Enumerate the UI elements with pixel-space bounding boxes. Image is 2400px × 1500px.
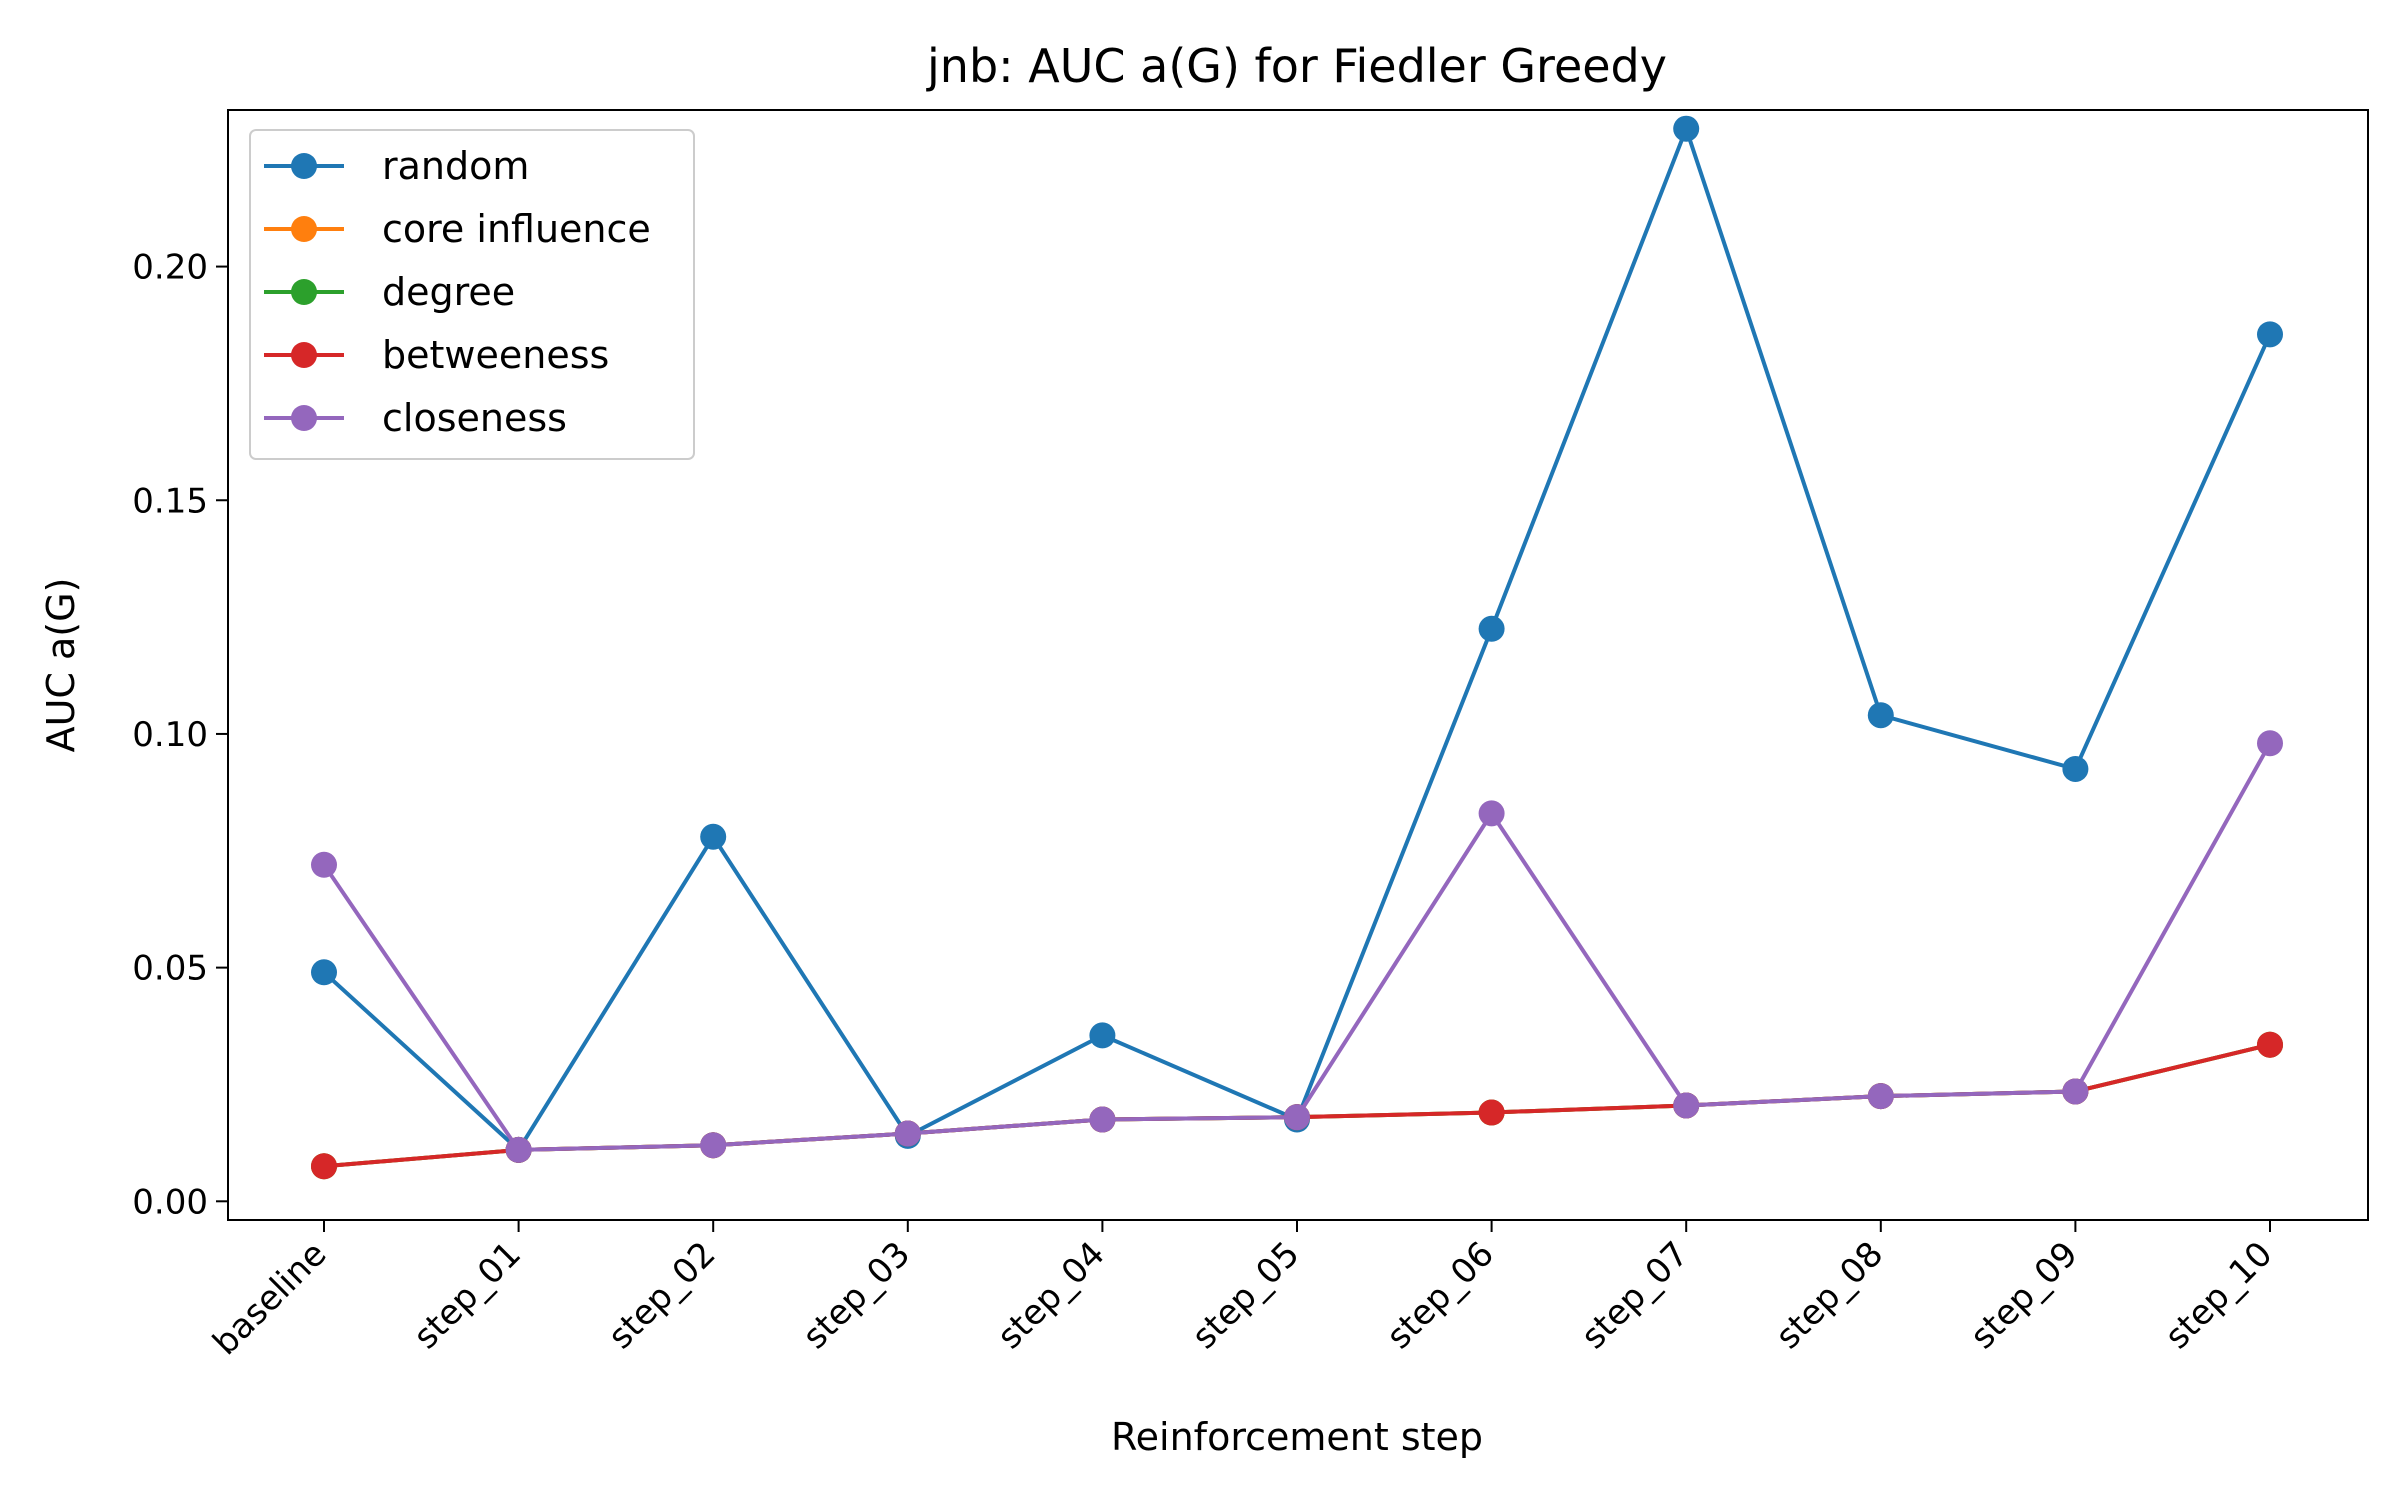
data-point-closeness <box>1673 1092 1700 1119</box>
data-point-betweeness <box>2257 1031 2283 1058</box>
data-point-betweeness <box>311 1153 337 1180</box>
data-point-random <box>2062 755 2089 782</box>
data-point-closeness <box>311 851 337 878</box>
y-tick-label: 0.10 <box>132 715 208 755</box>
legend-marker <box>291 405 317 431</box>
legend-item-degree: degree <box>264 270 515 314</box>
legend: random core influence degree betweeness clos… <box>249 129 695 460</box>
data-point-closeness <box>1478 800 1505 827</box>
data-point-closeness <box>1284 1104 1310 1131</box>
y-axis: 0.00 0.05 0.10 0.15 0.20 <box>132 248 228 1222</box>
data-point-random <box>700 823 727 850</box>
data-point-random <box>311 959 337 986</box>
legend-item-core-influence: core influence <box>264 207 651 251</box>
data-point-closeness <box>505 1136 532 1163</box>
legend-label: closeness <box>382 396 567 440</box>
y-tick-label: 0.05 <box>132 949 208 989</box>
data-point-closeness <box>2257 730 2283 757</box>
data-point-closeness <box>2062 1078 2089 1105</box>
x-axis-label: Reinforcement step <box>1111 1415 1483 1459</box>
series-closeness <box>311 730 2283 1163</box>
data-point-betweeness <box>1478 1099 1505 1126</box>
legend-label: degree <box>382 270 515 314</box>
y-tick-label: 0.15 <box>132 481 208 521</box>
data-point-closeness <box>1867 1083 1894 1110</box>
legend-marker <box>291 279 317 305</box>
data-point-closeness <box>894 1120 921 1147</box>
data-point-random <box>1089 1022 1116 1049</box>
data-point-random <box>1478 615 1505 642</box>
chart-title: jnb: AUC a(G) for Fiedler Greedy <box>926 39 1667 93</box>
legend-box <box>249 129 695 460</box>
y-tick-label: 0.00 <box>132 1182 208 1222</box>
legend-marker <box>291 342 317 368</box>
legend-marker <box>291 216 317 242</box>
data-point-random <box>1867 702 1894 729</box>
legend-marker <box>291 153 317 179</box>
legend-label: random <box>382 144 529 188</box>
data-point-random <box>1673 115 1700 142</box>
y-axis-label: AUC a(G) <box>39 578 83 753</box>
legend-item-closeness: closeness <box>264 396 567 440</box>
series-layer <box>311 115 2283 1180</box>
legend-item-betweeness: betweeness <box>264 333 609 377</box>
data-point-closeness <box>1089 1106 1116 1133</box>
legend-item-random: random <box>264 144 529 188</box>
y-tick-label: 0.20 <box>132 248 208 288</box>
legend-label: betweeness <box>382 333 609 377</box>
data-point-closeness <box>700 1132 727 1159</box>
data-point-random <box>2257 321 2283 348</box>
legend-label: core influence <box>382 207 651 251</box>
